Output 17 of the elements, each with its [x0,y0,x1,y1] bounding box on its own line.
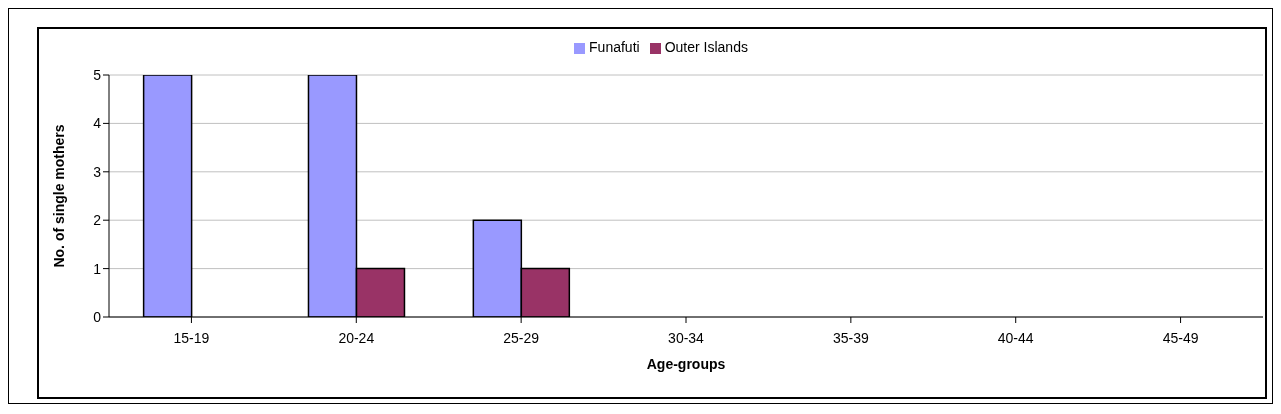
x-tick-label: 20-24 [338,329,375,346]
y-tick-label: 3 [93,163,102,180]
y-tick-label: 0 [93,308,102,325]
legend-label: Outer Islands [664,39,748,55]
y-tick-label: 5 [93,66,102,83]
x-tick-label: 45-49 [1162,329,1199,346]
legend-label: Funafuti [589,39,640,55]
x-tick-label: 30-34 [668,329,705,346]
x-axis-title: Age-groups [646,356,726,372]
y-axis-title: No. of single mothers [50,124,67,268]
x-tick-label: 40-44 [997,329,1034,346]
x-tick-label: 25-29 [503,329,540,346]
y-tick-label: 1 [93,260,102,277]
x-tick-label: 35-39 [832,329,869,346]
y-tick-label: 4 [93,115,102,132]
x-tick-label: 15-19 [173,329,210,346]
y-tick-label: 2 [93,212,102,229]
